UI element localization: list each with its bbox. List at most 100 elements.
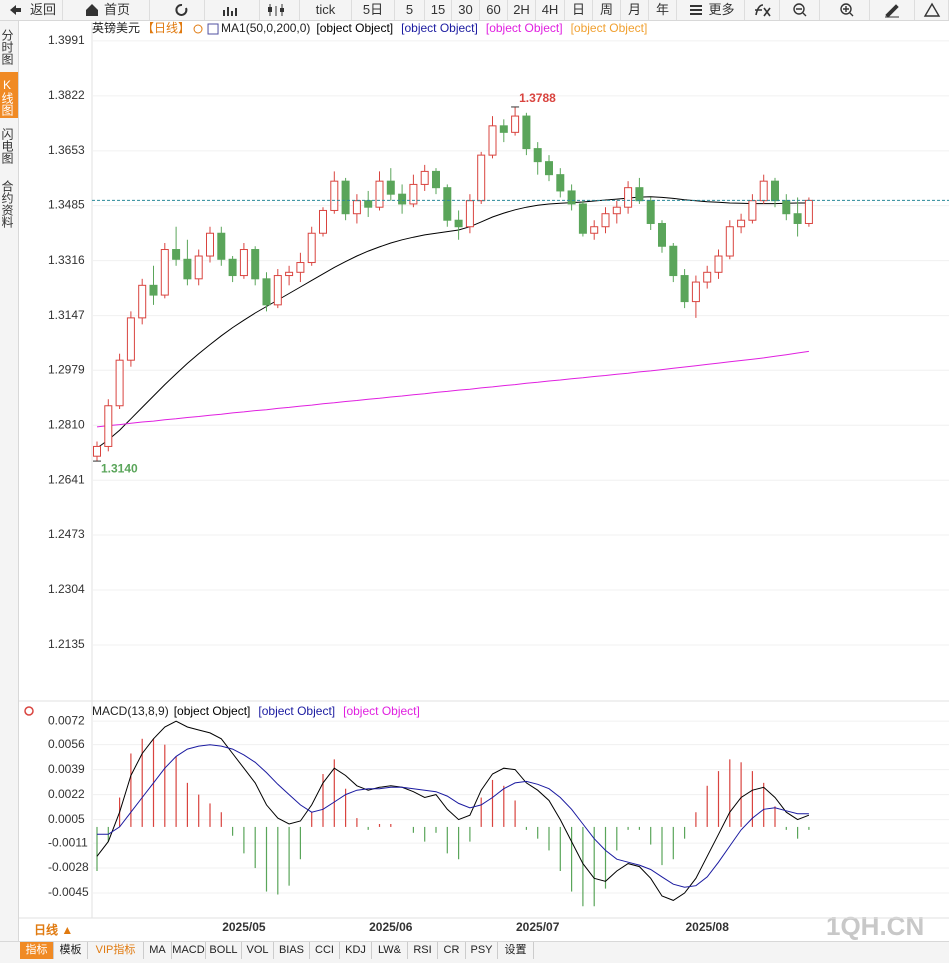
bottom-tab[interactable]: 指标 bbox=[20, 942, 54, 959]
candle-body bbox=[680, 275, 689, 303]
bottom-tab[interactable]: RSI bbox=[408, 942, 438, 959]
side-tab[interactable]: 分时图 bbox=[0, 29, 14, 65]
bottom-tab[interactable]: PSY bbox=[466, 942, 498, 959]
bottom-tab[interactable]: 设置 bbox=[498, 942, 534, 959]
candle-body bbox=[409, 183, 418, 205]
x-tick-label: 2025/05 bbox=[222, 920, 266, 934]
side-tab[interactable]: K线图 bbox=[0, 72, 18, 118]
period: 【日线】 bbox=[142, 21, 190, 35]
bottom-tab[interactable]: MACD bbox=[172, 942, 206, 959]
toolbar-button[interactable] bbox=[870, 0, 915, 20]
ma-line bbox=[96, 196, 809, 449]
toolbar-button[interactable]: 5 bbox=[395, 0, 425, 20]
candle-body bbox=[251, 249, 260, 280]
toolbar-button[interactable]: 更多 bbox=[677, 0, 745, 20]
toolbar-button[interactable]: 日 bbox=[565, 0, 593, 20]
candle-body bbox=[364, 200, 373, 208]
candle-body bbox=[737, 219, 746, 228]
zoom-out-icon bbox=[793, 3, 805, 15]
y-tick-label: 1.3822 bbox=[48, 88, 85, 102]
toolbar-button[interactable]: 15 bbox=[425, 0, 452, 20]
toolbar-button[interactable]: 60 bbox=[480, 0, 508, 20]
dea-line bbox=[97, 744, 809, 888]
legend-entry: [object Object] bbox=[401, 21, 478, 35]
candle-body bbox=[533, 148, 542, 163]
candle-body bbox=[194, 255, 203, 280]
toolbar-button[interactable] bbox=[150, 0, 205, 20]
bottom-tabs: 指标 模板 VIP指标 MA MACD BOLL VOL BIAS CCI KDJ LW& RSI CR… bbox=[0, 941, 949, 963]
candle-body bbox=[567, 190, 576, 205]
candle-body bbox=[669, 245, 678, 277]
candle-body bbox=[330, 180, 339, 211]
candle-body bbox=[771, 180, 779, 202]
candle-icon-body bbox=[280, 8, 284, 12]
toolbar-button[interactable]: 月 bbox=[621, 0, 649, 20]
x-tick-label: 2025/08 bbox=[686, 920, 730, 934]
candle-body bbox=[420, 170, 429, 185]
candle-body bbox=[556, 174, 565, 192]
candle-body bbox=[126, 317, 135, 361]
y-tick-label: 1.3147 bbox=[48, 308, 85, 322]
bottom-tab[interactable]: CR bbox=[438, 942, 466, 959]
bottom-tab[interactable]: 模板 bbox=[54, 942, 88, 959]
candle-body bbox=[612, 206, 621, 215]
y-tick-label: 0.0072 bbox=[48, 713, 85, 727]
y-tick-label: 0.0022 bbox=[48, 787, 85, 801]
toolbar-button[interactable] bbox=[205, 0, 260, 20]
candle-body bbox=[398, 193, 407, 205]
legend-entry: [object Object] bbox=[571, 21, 648, 35]
toolbar-button[interactable] bbox=[260, 0, 300, 20]
diff-line bbox=[96, 720, 810, 901]
toolbar-button[interactable]: 4H bbox=[536, 0, 565, 20]
toolbar-button[interactable]: tick bbox=[300, 0, 352, 20]
candle-body bbox=[273, 275, 282, 306]
y-tick-label: 1.2979 bbox=[48, 362, 85, 376]
toolbar-icons bbox=[10, 2, 941, 18]
macd-icon bbox=[24, 706, 34, 716]
candle-body bbox=[499, 125, 508, 133]
zoom-in-icon bbox=[840, 3, 852, 15]
y-tick-label: -0.0011 bbox=[48, 835, 88, 849]
toolbar-button[interactable] bbox=[820, 0, 870, 20]
bottom-tab[interactable]: BOLL bbox=[206, 942, 242, 959]
candle-body bbox=[307, 232, 316, 264]
symbol: 英镑美元 bbox=[92, 20, 140, 35]
toolbar-button[interactable]: 5日 bbox=[352, 0, 395, 20]
candle-body bbox=[443, 187, 452, 221]
candle-body bbox=[522, 115, 531, 150]
toolbar-button[interactable]: 周 bbox=[593, 0, 621, 20]
pen-icon bbox=[885, 4, 899, 18]
bottom-tab[interactable]: CCI bbox=[310, 942, 340, 959]
candle-body bbox=[319, 209, 327, 234]
toolbar-button[interactable]: 首页 bbox=[63, 0, 150, 20]
side-tab[interactable]: 合约资料 bbox=[0, 180, 14, 228]
y-tick-label: 1.2135 bbox=[48, 637, 85, 651]
toolbar-button[interactable] bbox=[745, 0, 780, 20]
toolbar-button[interactable]: 年 bbox=[649, 0, 677, 20]
settings-icon bbox=[193, 24, 203, 34]
bottom-tab[interactable]: BIAS bbox=[274, 942, 310, 959]
toolbar: 返回 首页 tick 5日 5 15 30 60 2H 4H 日周月年更多 bbox=[0, 0, 949, 21]
side-tab[interactable]: 闪电图 bbox=[0, 128, 14, 164]
bottom-tab[interactable]: VOL bbox=[242, 942, 274, 959]
y-tick-label: 1.3316 bbox=[48, 253, 85, 267]
bottom-tab[interactable]: KDJ bbox=[340, 942, 372, 959]
toolbar-button[interactable] bbox=[780, 0, 820, 20]
y-tick-label: 1.3991 bbox=[48, 33, 85, 47]
candle-body bbox=[759, 180, 768, 202]
bottom-tab[interactable]: MA bbox=[144, 942, 172, 959]
toolbar-button[interactable]: 返回 bbox=[0, 0, 63, 20]
y-tick-label: 0.0039 bbox=[48, 762, 85, 776]
macd-title: MACD(13,8,9) bbox=[92, 704, 169, 718]
candle-body bbox=[691, 281, 700, 303]
candle-body bbox=[160, 249, 169, 296]
high-label: 1.3788 bbox=[519, 91, 556, 105]
candle-body bbox=[386, 180, 395, 195]
toolbar-button[interactable]: 30 bbox=[452, 0, 480, 20]
bottom-tab[interactable]: VIP指标 bbox=[88, 942, 144, 959]
candle-body bbox=[285, 271, 294, 277]
bottom-tab[interactable]: LW& bbox=[372, 942, 408, 959]
candle-body bbox=[477, 154, 486, 202]
toolbar-button[interactable]: 2H bbox=[508, 0, 536, 20]
